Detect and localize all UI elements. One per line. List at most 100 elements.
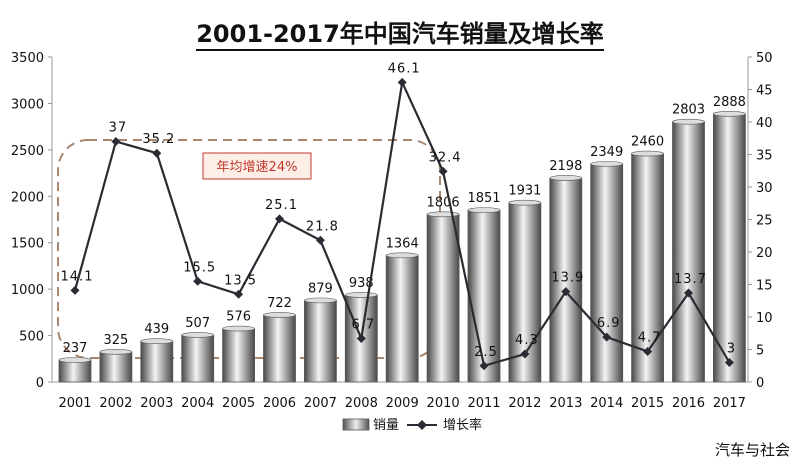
growth-point (111, 137, 121, 146)
growth-value-label: 21.8 (306, 219, 339, 234)
legend-line-marker (417, 420, 427, 430)
y-right-tick-label: 20 (756, 246, 773, 261)
growth-value-label: 13.5 (224, 273, 257, 288)
growth-point (152, 148, 162, 158)
growth-value-label: 3 (727, 342, 736, 357)
growth-value-label: 13.9 (551, 271, 584, 286)
legend-bar-swatch (342, 418, 370, 431)
y-right-tick-label: 5 (756, 344, 764, 359)
x-tick-label: 2011 (467, 396, 500, 411)
x-tick-label: 2010 (427, 396, 460, 411)
x-tick-label: 2002 (99, 396, 132, 411)
bar-cap (426, 211, 460, 218)
bar (549, 177, 583, 383)
bar-cap (344, 292, 378, 298)
bar-cap (508, 199, 542, 206)
bar-cap (181, 332, 214, 338)
watermark: 汽车与社会 (714, 441, 790, 459)
growth-value-label: 2.5 (474, 345, 498, 360)
bar (713, 113, 746, 383)
growth-value-label: 37 (109, 121, 128, 136)
x-tick-label: 2008 (345, 396, 378, 411)
bar (58, 359, 92, 383)
y-right-tick-label: 10 (756, 311, 773, 326)
y-left-tick-label: 2500 (11, 144, 44, 159)
bar-cap (672, 118, 705, 125)
x-tick-label: 2004 (181, 396, 214, 411)
bar-cap (99, 349, 133, 355)
bar-value-label: 2349 (590, 145, 623, 160)
x-tick-label: 2009 (386, 396, 419, 411)
growth-value-label: 4.3 (515, 333, 539, 348)
x-tick-label: 2017 (713, 396, 746, 411)
legend-line-label: 增长率 (443, 417, 482, 433)
y-left-tick-label: 1500 (11, 237, 44, 252)
y-left-tick-label: 0 (36, 376, 44, 391)
bar (672, 121, 705, 383)
bar-value-label: 507 (185, 316, 210, 331)
bar-value-label: 1806 (427, 195, 460, 210)
y-right-tick-label: 45 (756, 84, 773, 99)
growth-value-label: 6.7 (351, 317, 375, 332)
legend-bar-label: 销量 (373, 418, 399, 433)
bar (467, 209, 501, 383)
bar (590, 163, 624, 383)
bar-value-label: 2198 (549, 159, 582, 174)
bar-cap (385, 252, 419, 259)
bar-value-label: 1931 (508, 184, 541, 199)
bar-value-label: 2888 (713, 95, 746, 110)
x-tick-label: 2015 (631, 396, 664, 411)
bar-value-label: 722 (267, 296, 292, 311)
growth-value-label: 13.7 (674, 272, 707, 287)
y-left-tick-label: 500 (19, 330, 44, 345)
growth-value-label: 15.5 (183, 260, 216, 275)
y-right-tick-label: 40 (756, 116, 773, 131)
y-right-tick-label: 50 (756, 51, 773, 66)
annotation-label: 年均增速24% (217, 160, 298, 175)
bar-value-label: 2803 (672, 103, 705, 118)
bar-cap (58, 357, 92, 363)
bar-cap (263, 312, 296, 318)
y-left-tick-label: 3000 (11, 97, 44, 112)
bar (99, 351, 133, 383)
bar (222, 328, 256, 383)
growth-point (643, 346, 653, 356)
growth-value-label: 6.9 (597, 316, 621, 331)
growth-value-label: 35.2 (142, 132, 175, 147)
growth-point (234, 289, 244, 299)
bar (263, 314, 296, 383)
annotation-box (202, 152, 312, 180)
bar-value-label: 879 (308, 281, 333, 296)
growth-value-label: 4.7 (638, 330, 662, 345)
x-tick-label: 2001 (58, 396, 91, 411)
y-left-tick-label: 2000 (11, 190, 44, 205)
bar-cap (140, 338, 174, 345)
growth-point (356, 333, 366, 343)
growth-point (70, 285, 80, 295)
bar-value-label: 1364 (386, 236, 419, 251)
bar-cap (590, 161, 624, 167)
x-tick-label: 2013 (549, 396, 582, 411)
growth-point (561, 287, 571, 297)
growth-value-label: 25.1 (265, 198, 298, 213)
bar-cap (467, 207, 501, 213)
y-right-tick-label: 0 (756, 376, 764, 391)
growth-point (479, 361, 489, 371)
bar (140, 340, 174, 383)
bar-cap (549, 175, 583, 181)
growth-value-label: 32.4 (429, 150, 462, 165)
bar (426, 213, 460, 383)
growth-point (438, 166, 448, 176)
growth-value-label: 46.1 (388, 61, 421, 76)
bar (303, 299, 337, 383)
bar-value-label: 576 (226, 310, 251, 325)
bar-cap (222, 325, 255, 332)
x-tick-label: 2007 (304, 396, 337, 411)
bar-value-label: 2460 (631, 135, 664, 150)
growth-point (520, 349, 530, 359)
x-tick-label: 2006 (263, 396, 296, 411)
bar-value-label: 1851 (467, 191, 500, 206)
growth-point (684, 288, 693, 298)
bar-cap (713, 111, 746, 117)
